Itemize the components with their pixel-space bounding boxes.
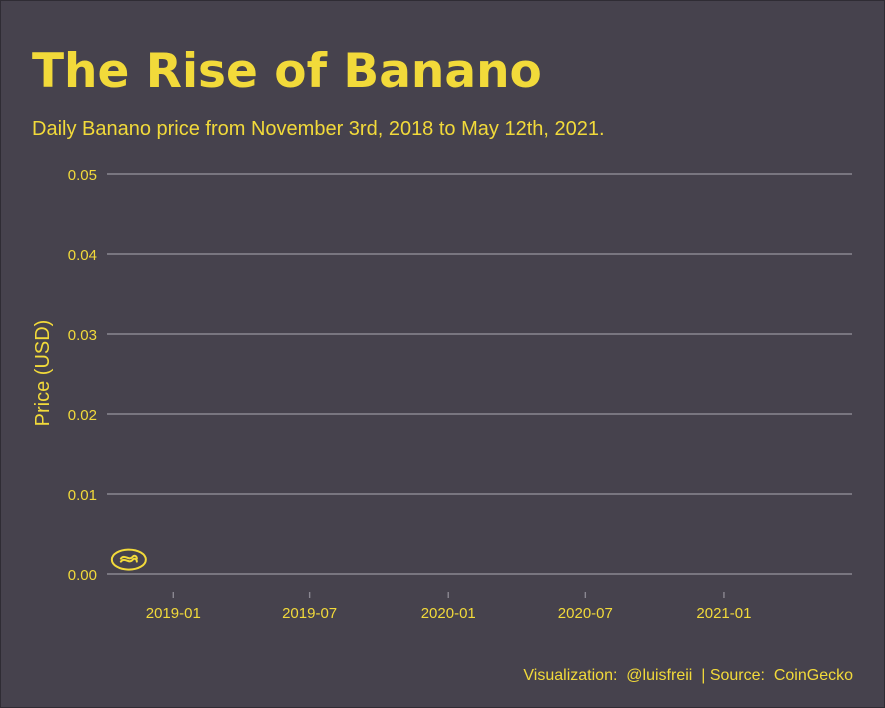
x-tick-label: 2020-01 <box>421 605 476 622</box>
x-tick-label: 2021-01 <box>696 605 751 622</box>
y-tick-label: 0.04 <box>68 247 97 264</box>
x-tick-label: 2019-07 <box>282 605 337 622</box>
grid-lines <box>107 173 852 575</box>
y-tick-labels: 0.00 0.01 0.02 0.03 0.04 0.05 <box>68 167 97 584</box>
y-tick-label: 0.03 <box>68 327 97 344</box>
banano-logo-icon <box>110 548 147 571</box>
y-tick-label: 0.02 <box>68 407 97 424</box>
chart-plot: 0.000.010.020.030.040.05 2019-01 2019-07 2… <box>32 167 852 622</box>
y-tick-label: 0.00 <box>68 567 97 584</box>
x-tick-label: 2019-01 <box>146 605 201 622</box>
x-tick-labels: 2019-01 2019-07 2020-01 2020-07 2021-01 <box>146 592 751 622</box>
chart-title: The Rise of Banano <box>32 44 542 99</box>
y-axis-title: Price (USD) <box>32 320 54 427</box>
chart-caption: Visualization: @luisfreii | Source: Coin… <box>523 667 853 684</box>
data-points <box>110 548 147 571</box>
y-tick-label: 0.05 <box>68 167 97 184</box>
x-tick-label: 2020-07 <box>558 605 613 622</box>
chart-subtitle: Daily Banano price from November 3rd, 20… <box>32 118 605 140</box>
y-tick-label: 0.01 <box>68 487 97 504</box>
